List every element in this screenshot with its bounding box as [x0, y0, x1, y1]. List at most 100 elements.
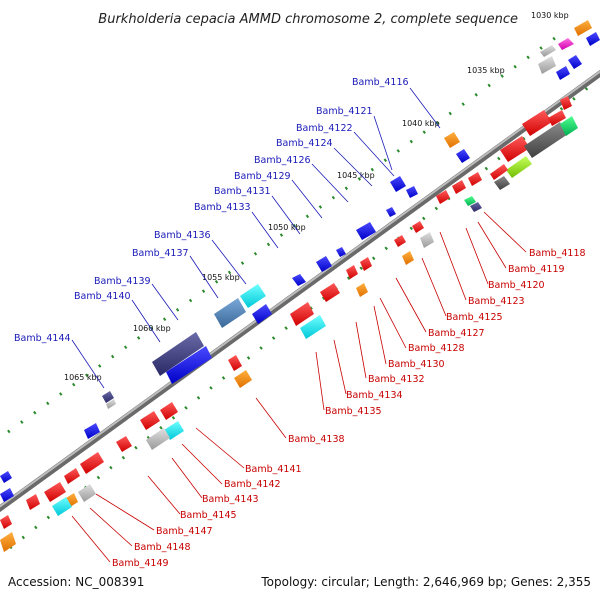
gene-label-bamb-4116[interactable]: Bamb_4116 — [352, 77, 409, 88]
gene-arrow[interactable] — [402, 251, 414, 265]
gene-arrow[interactable] — [540, 45, 556, 57]
gene-arrow[interactable] — [360, 257, 372, 271]
gene-arrow[interactable] — [336, 247, 346, 257]
gene-label-bamb-4143[interactable]: Bamb_4143 — [202, 494, 259, 505]
gene-arrow[interactable] — [490, 164, 508, 180]
gene-arrow[interactable] — [538, 56, 556, 74]
gene-arrow[interactable] — [26, 494, 40, 510]
gene-label-bamb-4133[interactable]: Bamb_4133 — [194, 202, 251, 213]
gene-label-bamb-4140[interactable]: Bamb_4140 — [74, 291, 131, 302]
gene-arrow[interactable] — [346, 265, 358, 279]
gene-arrow[interactable] — [0, 532, 16, 552]
gene-arrow[interactable] — [464, 196, 476, 206]
gene-arrow[interactable] — [386, 207, 396, 217]
gene-label-bamb-4124[interactable]: Bamb_4124 — [276, 138, 333, 149]
gene-label-bamb-4139[interactable]: Bamb_4139 — [94, 276, 151, 287]
gene-arrow[interactable] — [290, 302, 314, 326]
gene-label-bamb-4122[interactable]: Bamb_4122 — [296, 123, 353, 134]
gene-arrow[interactable] — [78, 484, 96, 502]
gene-arrow[interactable] — [500, 136, 530, 162]
gene-label-bamb-4126[interactable]: Bamb_4126 — [254, 155, 311, 166]
gene-label-bamb-4138[interactable]: Bamb_4138 — [288, 434, 345, 445]
gene-arrow[interactable] — [64, 468, 80, 484]
gene-label-bamb-4142[interactable]: Bamb_4142 — [224, 479, 281, 490]
gene-arrow[interactable] — [106, 399, 116, 409]
gene-arrow[interactable] — [166, 346, 212, 384]
gene-arrow[interactable] — [44, 482, 66, 502]
gene-arrow[interactable] — [84, 423, 100, 439]
gene-label-bamb-4130[interactable]: Bamb_4130 — [388, 359, 445, 370]
gene-arrow[interactable] — [444, 132, 460, 148]
backbone — [0, 69, 600, 513]
gene-label-bamb-4121[interactable]: Bamb_4121 — [316, 106, 373, 117]
gene-arrow[interactable] — [390, 176, 406, 192]
gene-label-bamb-4149[interactable]: Bamb_4149 — [112, 558, 169, 569]
gene-arrow[interactable] — [452, 180, 466, 194]
gene-label-bamb-4123[interactable]: Bamb_4123 — [468, 296, 525, 307]
gene-arrow[interactable] — [494, 176, 510, 190]
gene-arrow[interactable] — [146, 428, 170, 450]
gene-label-bamb-4120[interactable]: Bamb_4120 — [488, 280, 545, 291]
gene-arrow[interactable] — [80, 452, 104, 474]
gene-arrow[interactable] — [522, 110, 552, 136]
gene-label-bamb-4137[interactable]: Bamb_4137 — [132, 248, 189, 259]
gene-arrow[interactable] — [412, 221, 424, 233]
gene-arrow[interactable] — [560, 116, 578, 136]
gene-label-bamb-4148[interactable]: Bamb_4148 — [134, 542, 191, 553]
gene-arrow[interactable] — [316, 256, 332, 272]
gene-arrow[interactable] — [356, 283, 368, 297]
gene-label-bamb-4135[interactable]: Bamb_4135 — [325, 406, 382, 417]
gene-arrow[interactable] — [164, 421, 184, 440]
gene-arrow[interactable] — [558, 38, 574, 50]
gene-arrow[interactable] — [406, 186, 418, 198]
gene-arrow[interactable] — [234, 370, 252, 388]
gene-arrow[interactable] — [420, 232, 434, 248]
gene-label-bamb-4119[interactable]: Bamb_4119 — [508, 264, 565, 275]
gene-label-bamb-4118[interactable]: Bamb_4118 — [529, 248, 586, 259]
gene-label-bamb-4127[interactable]: Bamb_4127 — [428, 328, 485, 339]
gene-arrow[interactable] — [470, 202, 482, 212]
gene-arrow[interactable] — [456, 149, 470, 163]
gene-arrow[interactable] — [160, 402, 178, 420]
gene-label-bamb-4134[interactable]: Bamb_4134 — [346, 390, 403, 401]
gene-arrow[interactable] — [394, 235, 406, 247]
gene-arrow[interactable] — [556, 66, 570, 80]
gene-arrow[interactable] — [292, 274, 306, 286]
gene-label-bamb-4147[interactable]: Bamb_4147 — [156, 526, 213, 537]
gene-label-bamb-4145[interactable]: Bamb_4145 — [180, 510, 237, 521]
gene-arrow[interactable] — [574, 20, 592, 36]
gene-arrow[interactable] — [524, 122, 568, 158]
gene-arrow[interactable] — [102, 391, 114, 403]
leader-line — [95, 493, 155, 531]
gene-arrow[interactable] — [586, 32, 600, 46]
gene-arrow[interactable] — [436, 190, 450, 204]
gene-arrow[interactable] — [0, 488, 14, 502]
gene-label-bamb-4131[interactable]: Bamb_4131 — [214, 186, 271, 197]
gene-label-bamb-4141[interactable]: Bamb_4141 — [245, 464, 302, 475]
gene-arrow[interactable] — [52, 497, 72, 516]
gene-arrow[interactable] — [214, 298, 246, 328]
gene-label-bamb-4128[interactable]: Bamb_4128 — [408, 343, 465, 354]
gene-label-bamb-4132[interactable]: Bamb_4132 — [368, 374, 425, 385]
gene-arrow[interactable] — [356, 222, 376, 240]
gene-label-bamb-4129[interactable]: Bamb_4129 — [234, 171, 291, 182]
gene-label-bamb-4144[interactable]: Bamb_4144 — [14, 333, 71, 344]
gene-arrow[interactable] — [0, 471, 12, 483]
leader-line — [439, 231, 467, 301]
gene-arrow[interactable] — [116, 436, 132, 452]
gene-arrow[interactable] — [140, 411, 160, 430]
gene-arrow[interactable] — [240, 284, 266, 308]
gene-arrow[interactable] — [548, 110, 566, 126]
gene-arrow[interactable] — [468, 172, 482, 186]
gene-label-bamb-4136[interactable]: Bamb_4136 — [154, 230, 211, 241]
gene-label-bamb-4125[interactable]: Bamb_4125 — [446, 312, 503, 323]
gene-arrow[interactable] — [252, 304, 272, 324]
gene-arrow[interactable] — [300, 315, 326, 339]
gene-arrow[interactable] — [0, 515, 12, 529]
gene-arrow[interactable] — [152, 332, 204, 376]
gene-arrow[interactable] — [560, 96, 572, 110]
gene-arrow[interactable] — [228, 355, 242, 371]
gene-arrow[interactable] — [568, 55, 582, 69]
gene-arrow[interactable] — [506, 156, 532, 178]
gene-arrow[interactable] — [320, 283, 340, 302]
